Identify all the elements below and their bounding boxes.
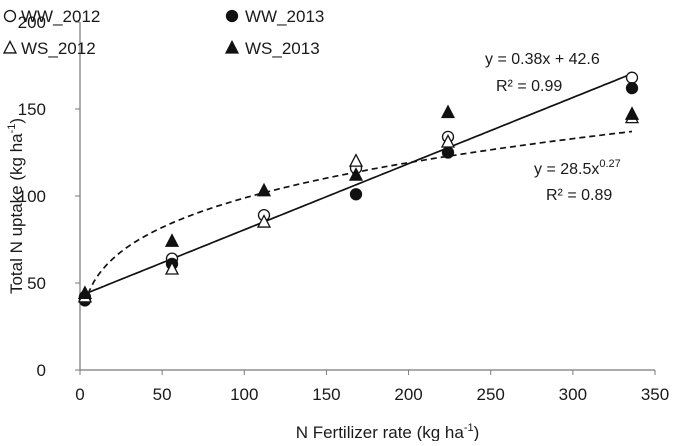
axes: 0 50 100 150 200 250 300 350 0 50 100 150 200 N Ferti… xyxy=(6,13,669,442)
x-tick-label: 350 xyxy=(641,385,669,404)
y-axis-title: Total N uptake (kg ha-1) xyxy=(6,118,26,294)
x-tick-label: 250 xyxy=(477,385,505,404)
y-tick-label: 100 xyxy=(18,187,46,206)
legend-marker-ww-2012 xyxy=(3,9,17,23)
x-axis-title: N Fertilizer rate (kg ha-1) xyxy=(296,422,480,441)
power-equation: y = 28.5x0.27 xyxy=(534,158,621,178)
x-tick-label: 200 xyxy=(394,385,422,404)
legend-marker-ws-2013 xyxy=(224,39,240,54)
legend-label-ww-2012: WW_2012 xyxy=(21,7,100,26)
legend-marker-ws-2012 xyxy=(2,39,18,54)
x-tick-label: 100 xyxy=(230,385,258,404)
legend-marker-ww-2013 xyxy=(225,9,239,23)
point-ws-2013 xyxy=(164,233,180,247)
legend-label-ws-2012: WS_2012 xyxy=(21,39,96,58)
y-tick-label: 0 xyxy=(37,361,46,380)
legend-label-ww-2013: WW_2013 xyxy=(245,7,324,26)
legend: WW_2012 WW_2013 WS_2012 WS_2013 xyxy=(2,7,324,58)
x-tick-label: 300 xyxy=(559,385,587,404)
trendline-equations: y = 0.38x + 42.6 R² = 0.99 y = 28.5x0.27 R²… xyxy=(485,51,621,204)
x-tick-label: 0 xyxy=(75,385,84,404)
point-ws-2012 xyxy=(256,214,272,228)
y-tick-label: 200 xyxy=(18,13,46,32)
point-ww-2013 xyxy=(441,146,455,159)
power-r-squared: R² = 0.89 xyxy=(546,187,612,204)
point-ws-2012 xyxy=(164,261,180,275)
data-points xyxy=(77,71,640,307)
legend-label-ws-2013: WS_2013 xyxy=(245,39,320,58)
point-ws-2013 xyxy=(256,182,272,197)
x-tick-label: 150 xyxy=(312,385,340,404)
x-tick-label: 50 xyxy=(153,385,172,404)
point-ws-2013 xyxy=(77,285,92,300)
point-ws-2013 xyxy=(440,104,456,119)
point-ww-2013 xyxy=(349,188,363,201)
point-ws-2013 xyxy=(624,106,640,120)
point-ww-2012 xyxy=(625,71,639,84)
point-ws-2013 xyxy=(348,167,364,181)
linear-equation: y = 0.38x + 42.6 xyxy=(485,51,600,68)
point-ww-2013 xyxy=(625,81,639,95)
power-trendline xyxy=(84,130,633,304)
point-ws-2012 xyxy=(348,153,364,167)
y-tick-label: 150 xyxy=(18,100,46,119)
point-ws-2012 xyxy=(440,134,456,148)
linear-r-squared: R² = 0.99 xyxy=(496,78,562,95)
y-tick-label: 50 xyxy=(27,274,46,293)
